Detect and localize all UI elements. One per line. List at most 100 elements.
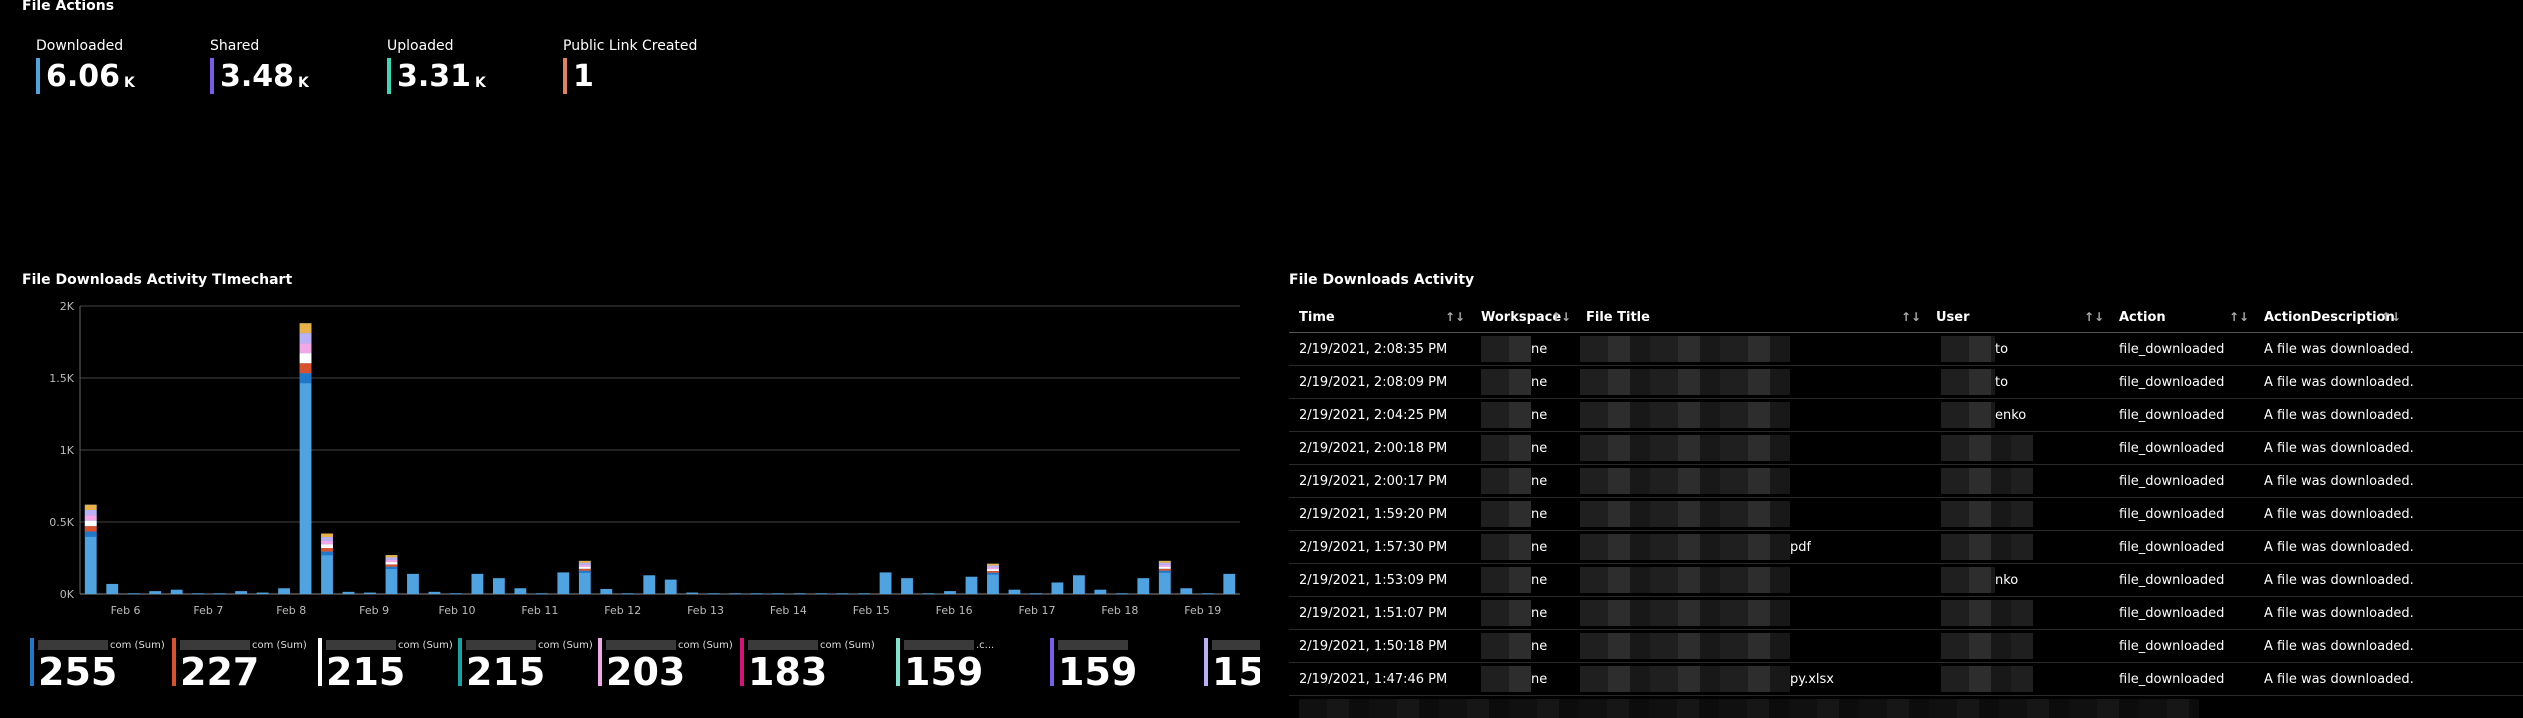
bar[interactable] — [793, 593, 806, 595]
bar[interactable] — [664, 579, 677, 594]
table-row[interactable]: 2/19/2021, 1:53:09 PM ne nko file_downloade… — [1289, 564, 2523, 597]
bar-segment[interactable] — [299, 363, 312, 374]
table-row[interactable]: 2/19/2021, 2:00:18 PM ne file_downloaded A … — [1289, 432, 2523, 465]
legend-item[interactable]: 158 — [1204, 638, 1260, 708]
bar[interactable] — [471, 573, 484, 594]
bar-segment[interactable] — [84, 510, 97, 516]
header-time[interactable]: Time — [1299, 309, 1335, 325]
bar-segment[interactable] — [1158, 568, 1171, 571]
bar[interactable] — [1223, 573, 1236, 594]
header-file-title[interactable]: File Title — [1586, 309, 1650, 325]
kpi-downloaded[interactable]: Downloaded 6.06 K — [36, 38, 135, 94]
bar[interactable] — [299, 323, 312, 594]
bar-segment[interactable] — [987, 563, 999, 566]
bar[interactable] — [342, 591, 355, 594]
table-row[interactable]: 2/19/2021, 1:51:07 PM ne file_downloaded A … — [1289, 597, 2523, 630]
bar-segment[interactable] — [578, 564, 591, 567]
bar[interactable] — [213, 593, 226, 595]
bar[interactable] — [965, 576, 978, 594]
bar-segment[interactable] — [987, 569, 999, 572]
header-action[interactable]: Action — [2119, 309, 2166, 325]
bar-segment[interactable] — [578, 566, 591, 569]
legend-item[interactable]: com (Sum) 215 — [318, 638, 456, 708]
bar-segment[interactable] — [321, 533, 333, 538]
table-row-partial[interactable] — [1289, 696, 2523, 718]
bar[interactable] — [364, 592, 376, 594]
bar-segment[interactable] — [299, 373, 312, 384]
bar-segment[interactable] — [578, 570, 591, 573]
legend-item[interactable]: com (Sum) 255 — [30, 638, 168, 708]
bar-segment[interactable] — [1158, 566, 1171, 569]
bar[interactable] — [450, 593, 462, 595]
table-row[interactable]: 2/19/2021, 1:57:30 PM ne pdf file_downloade… — [1289, 531, 2523, 564]
table-row[interactable]: 2/19/2021, 1:59:20 PM ne file_downloaded A … — [1289, 498, 2523, 531]
bar[interactable] — [385, 555, 398, 594]
legend-item[interactable]: com (Sum) 227 — [172, 638, 310, 708]
bar[interactable] — [1158, 560, 1171, 594]
bar[interactable] — [1201, 593, 1214, 595]
table-row[interactable]: 2/19/2021, 2:00:17 PM ne file_downloaded A … — [1289, 465, 2523, 498]
bar[interactable] — [84, 504, 97, 594]
bar-segment[interactable] — [1158, 560, 1171, 563]
bar[interactable] — [428, 591, 441, 594]
bar-segment[interactable] — [987, 571, 999, 573]
bar[interactable] — [686, 592, 699, 594]
bar[interactable] — [858, 593, 870, 595]
bar-segment[interactable] — [321, 537, 333, 541]
sort-icon[interactable]: ↑↓ — [2229, 310, 2250, 324]
bar[interactable] — [256, 592, 269, 594]
bar-segment[interactable] — [385, 559, 398, 563]
bar[interactable] — [1180, 588, 1193, 594]
bar-segment[interactable] — [321, 544, 333, 549]
bar[interactable] — [578, 560, 591, 594]
legend-item[interactable]: com (Sum) 215 — [458, 638, 596, 708]
bar-segment[interactable] — [578, 560, 591, 563]
bar-segment[interactable] — [84, 526, 97, 532]
table-row[interactable]: 2/19/2021, 2:04:25 PM ne enko file_download… — [1289, 399, 2523, 432]
bar[interactable] — [621, 593, 634, 595]
bar[interactable] — [1115, 593, 1128, 595]
bar-segment[interactable] — [1158, 562, 1171, 565]
downloads-timechart[interactable]: 0K 0.5K 1K 1.5K 2K Feb 6 Feb 7 Feb 8 Feb 9 Feb 10… — [20, 296, 1260, 636]
bar-segment[interactable] — [385, 564, 398, 567]
header-action-description[interactable]: ActionDescription — [2264, 309, 2395, 325]
sort-icon[interactable]: ↑↓ — [2084, 310, 2105, 324]
bar[interactable] — [170, 589, 183, 594]
bar-segment[interactable] — [321, 551, 333, 556]
bar[interactable] — [1051, 582, 1064, 594]
bar[interactable] — [901, 578, 913, 594]
bar[interactable] — [149, 591, 162, 594]
bar-segment[interactable] — [987, 565, 999, 568]
bar[interactable] — [1094, 589, 1107, 594]
bar[interactable] — [407, 573, 419, 594]
bar-segment[interactable] — [385, 555, 398, 558]
bar-segment[interactable] — [1158, 570, 1171, 573]
bar-segment[interactable] — [987, 572, 999, 575]
sort-icon[interactable]: ↑↓ — [1551, 310, 1572, 324]
bar[interactable] — [1137, 578, 1150, 594]
bar-segment[interactable] — [84, 531, 97, 537]
bar[interactable] — [750, 593, 763, 595]
bar[interactable] — [1008, 589, 1021, 594]
bar-segment[interactable] — [84, 515, 97, 521]
bar[interactable] — [815, 593, 828, 595]
bar-segment[interactable] — [299, 343, 312, 354]
bar-segment[interactable] — [299, 323, 312, 334]
bar[interactable] — [278, 588, 290, 594]
bar[interactable] — [557, 572, 570, 594]
header-workspace[interactable]: Workspace — [1481, 309, 1562, 325]
bar[interactable] — [535, 593, 548, 595]
bar[interactable] — [1030, 593, 1042, 595]
table-row[interactable]: 2/19/2021, 1:50:18 PM ne file_downloaded A … — [1289, 630, 2523, 663]
bar[interactable] — [772, 593, 785, 595]
bar[interactable] — [879, 572, 892, 594]
bar-segment[interactable] — [1158, 564, 1171, 567]
kpi-public-link-created[interactable]: Public Link Created 1 — [563, 38, 697, 94]
bar[interactable] — [127, 593, 140, 595]
bar-segment[interactable] — [385, 557, 398, 560]
bar[interactable] — [1072, 575, 1085, 594]
bar-segment[interactable] — [84, 504, 97, 511]
bar-segment[interactable] — [321, 548, 333, 552]
bar[interactable] — [643, 575, 656, 594]
bar-segment[interactable] — [578, 562, 591, 565]
